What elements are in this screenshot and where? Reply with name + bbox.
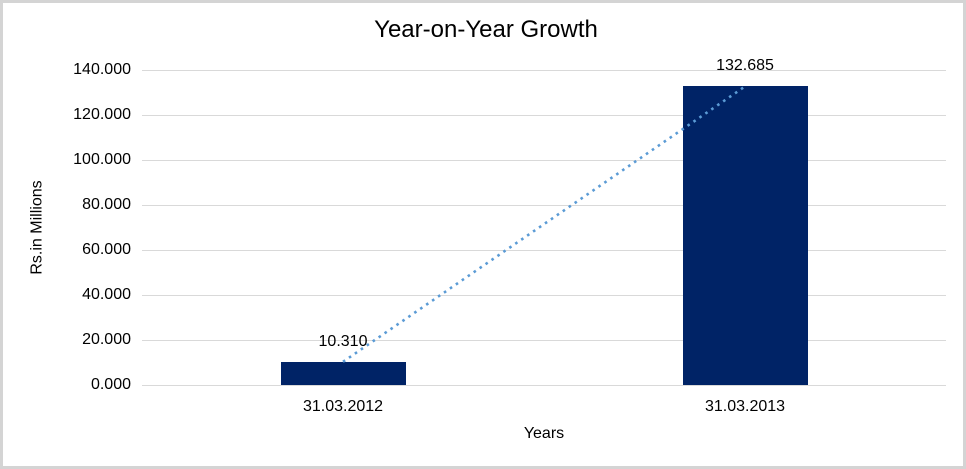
- bar-31.03.2013: [683, 86, 808, 385]
- gridline: [142, 160, 946, 161]
- gridline: [142, 295, 946, 296]
- y-tick-label: 80.000: [82, 196, 131, 213]
- chart-title: Year-on-Year Growth: [374, 16, 598, 43]
- gridline: [142, 385, 946, 386]
- data-label: 10.310: [318, 333, 368, 350]
- data-label: 132.685: [716, 57, 774, 74]
- gridline: [142, 250, 946, 251]
- y-tick-label: 120.000: [73, 106, 131, 123]
- y-tick-label: 140.000: [73, 61, 131, 78]
- y-tick-label: 100.000: [73, 151, 131, 168]
- y-tick-label: 0.000: [90, 376, 131, 393]
- x-axis-title: Years: [523, 425, 565, 442]
- gridline: [142, 115, 946, 116]
- x-tick-label: 31.03.2013: [704, 398, 786, 415]
- y-tick-label: 20.000: [82, 331, 131, 348]
- y-axis-title: Rs.in Millions: [28, 180, 46, 275]
- x-tick-label: 31.03.2012: [302, 398, 384, 415]
- y-tick-label: 40.000: [82, 286, 131, 303]
- y-tick-label: 60.000: [82, 241, 131, 258]
- bar-31.03.2012: [281, 362, 406, 385]
- gridline: [142, 70, 946, 71]
- gridline: [142, 205, 946, 206]
